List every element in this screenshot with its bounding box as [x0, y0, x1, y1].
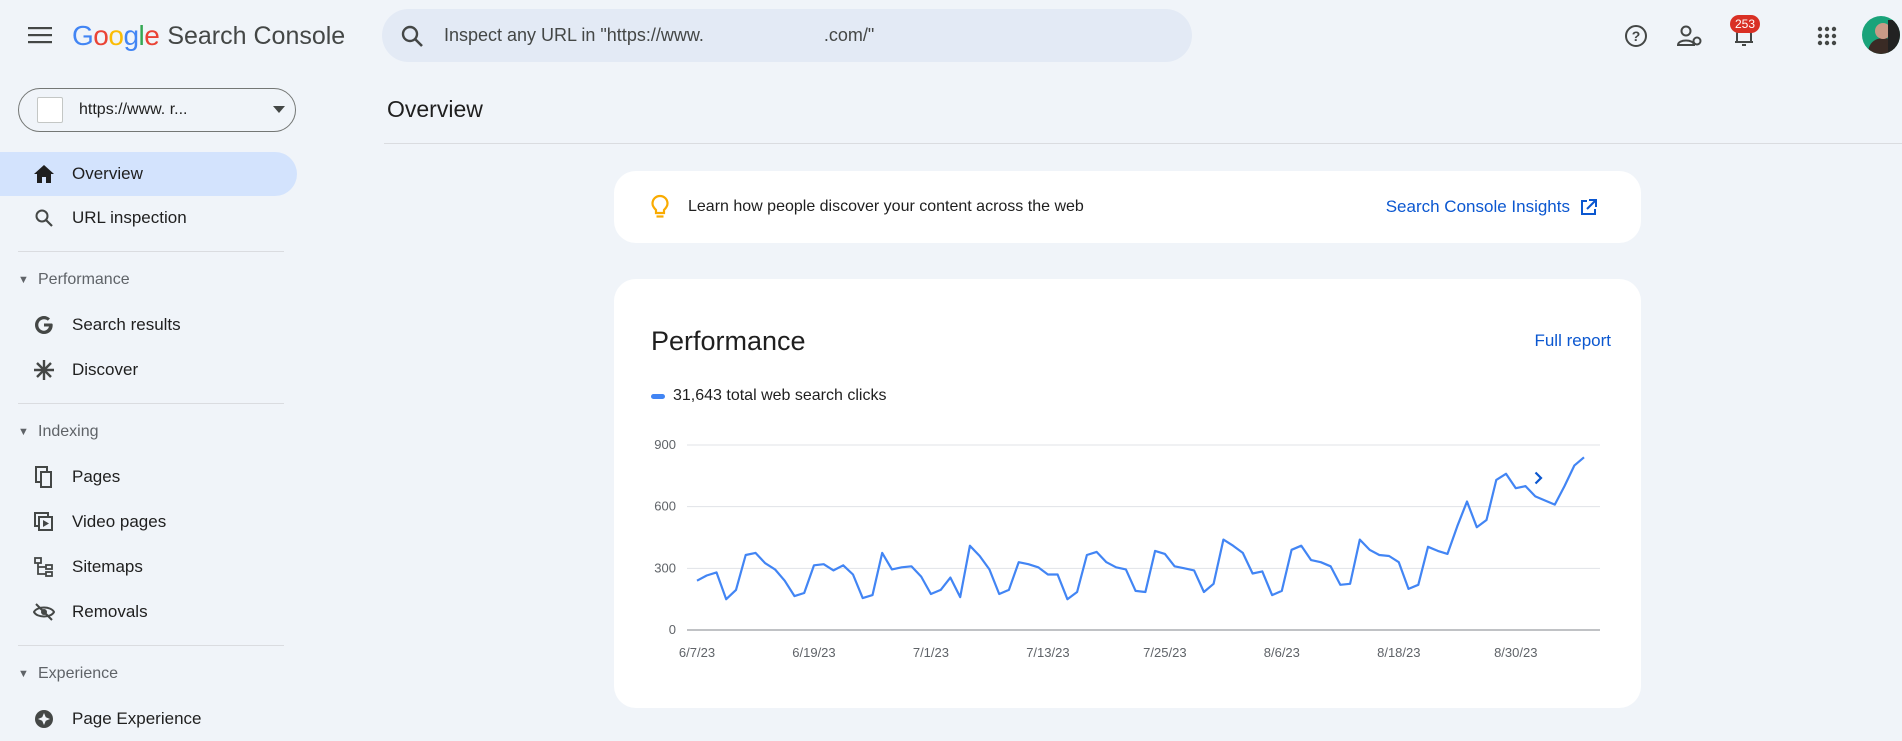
- search-icon: [22, 209, 66, 227]
- lightbulb-icon: [642, 194, 678, 220]
- google-g-icon: [22, 315, 66, 335]
- sidebar-item-url-inspection[interactable]: URL inspection: [0, 196, 297, 240]
- sidebar-divider: [18, 645, 284, 646]
- product-name: Search Console: [167, 21, 346, 50]
- series-line-clicks[interactable]: [696, 456, 1585, 601]
- home-icon: [22, 165, 66, 183]
- page-experience-icon: [22, 709, 66, 729]
- sidebar-item-removals[interactable]: Removals: [0, 590, 297, 634]
- performance-line-chart[interactable]: 0 300 600 900 6/7/23 6/19/23 7/1/23 7/13/23 7/25…: [614, 419, 1641, 679]
- collapse-triangle-icon: ▼: [18, 668, 29, 680]
- x-tick-label: 8/30/23: [1494, 645, 1537, 660]
- url-inspect-search-bar[interactable]: [382, 9, 1192, 62]
- apps-grid-icon[interactable]: [1811, 20, 1843, 52]
- property-url: https://www. r...: [79, 101, 188, 118]
- sidebar-item-discover[interactable]: Discover: [0, 348, 297, 392]
- link-label: Full report: [1534, 331, 1611, 350]
- sidebar-item-pages[interactable]: Pages: [0, 455, 297, 499]
- sidebar-item-label: Overview: [72, 164, 143, 183]
- sidebar-divider: [18, 251, 284, 252]
- sidebar-item-video-pages[interactable]: Video pages: [0, 500, 297, 544]
- asterisk-icon: [22, 360, 66, 380]
- y-tick-label: 300: [654, 560, 676, 575]
- sidebar-item-overview[interactable]: Overview: [0, 152, 297, 196]
- account-avatar[interactable]: [1862, 16, 1900, 54]
- product-logo[interactable]: Google Search Console: [72, 20, 345, 52]
- top-app-bar: Google Search Console ? 253: [0, 0, 1902, 70]
- sidebar-item-label: Removals: [72, 602, 148, 621]
- x-tick-label: 8/18/23: [1377, 645, 1420, 660]
- sidebar-item-label: Search results: [72, 315, 181, 334]
- chevron-right-icon: [1535, 471, 1544, 485]
- sidebar-item-label: Pages: [72, 467, 121, 486]
- section-label: Indexing: [38, 423, 99, 440]
- sidebar-item-label: Video pages: [72, 512, 167, 531]
- sidebar-item-label: Discover: [72, 360, 139, 379]
- y-tick-label: 0: [669, 622, 676, 637]
- search-console-insights-link[interactable]: Search Console Insights: [1386, 197, 1597, 217]
- menu-icon[interactable]: [22, 20, 58, 50]
- x-tick-label: 7/13/23: [1026, 645, 1069, 660]
- y-tick-label: 900: [654, 437, 676, 452]
- notification-badge: 253: [1730, 15, 1761, 33]
- x-tick-label: 6/19/23: [792, 645, 835, 660]
- svg-text:?: ?: [1632, 28, 1641, 44]
- pages-icon: [22, 466, 66, 488]
- url-inspect-input[interactable]: [442, 24, 1146, 47]
- page-title: Overview: [387, 96, 483, 122]
- dropdown-arrow-icon: [273, 106, 285, 113]
- property-selector[interactable]: https://www. r...: [18, 88, 296, 132]
- full-report-link[interactable]: Full report: [1534, 331, 1611, 485]
- sidebar-divider: [18, 403, 284, 404]
- insights-tip-card: Learn how people discover your content a…: [614, 171, 1641, 243]
- section-label: Experience: [38, 665, 119, 682]
- eye-off-icon: [22, 603, 66, 621]
- legend-swatch: [651, 393, 665, 399]
- x-tick-label: 8/6/23: [1264, 645, 1300, 660]
- collapse-triangle-icon: ▼: [18, 274, 29, 286]
- open-in-new-icon: [1581, 198, 1597, 215]
- sidebar-item-label: Page Experience: [72, 709, 202, 728]
- tip-text: Learn how people discover your content a…: [688, 198, 1084, 215]
- collapse-triangle-icon: ▼: [18, 426, 29, 438]
- x-tick-label: 6/7/23: [679, 645, 715, 660]
- section-label: Performance: [38, 271, 130, 288]
- header-divider: [384, 143, 1902, 144]
- google-wordmark: Google: [72, 20, 160, 51]
- performance-title: Performance: [651, 326, 806, 356]
- sidebar-item-sitemaps[interactable]: Sitemaps: [0, 545, 297, 589]
- sidebar-item-label: Sitemaps: [72, 557, 143, 576]
- link-label: Search Console Insights: [1385, 197, 1570, 216]
- help-icon[interactable]: ?: [1620, 20, 1652, 52]
- sidebar-section-indexing[interactable]: ▼ Indexing: [18, 412, 278, 452]
- x-tick-label: 7/25/23: [1143, 645, 1186, 660]
- sidebar-item-label: URL inspection: [72, 208, 187, 227]
- x-tick-label: 7/1/23: [913, 645, 949, 660]
- performance-card: Performance Full report 31,643 total web…: [614, 279, 1641, 708]
- sidebar-item-page-experience[interactable]: Page Experience: [0, 697, 297, 741]
- y-tick-label: 600: [654, 499, 676, 514]
- sitemap-icon: [22, 557, 66, 577]
- video-pages-icon: [22, 512, 66, 532]
- property-favicon: [37, 97, 63, 123]
- sidebar-item-search-results[interactable]: Search results: [0, 303, 297, 347]
- legend-label: 31,643 total web search clicks: [673, 387, 887, 404]
- manage-users-icon[interactable]: [1674, 20, 1706, 52]
- chart-legend: 31,643 total web search clicks: [651, 387, 886, 405]
- search-icon[interactable]: [382, 25, 442, 47]
- sidebar-section-performance[interactable]: ▼ Performance: [18, 260, 278, 300]
- sidebar-section-experience[interactable]: ▼ Experience: [18, 654, 278, 694]
